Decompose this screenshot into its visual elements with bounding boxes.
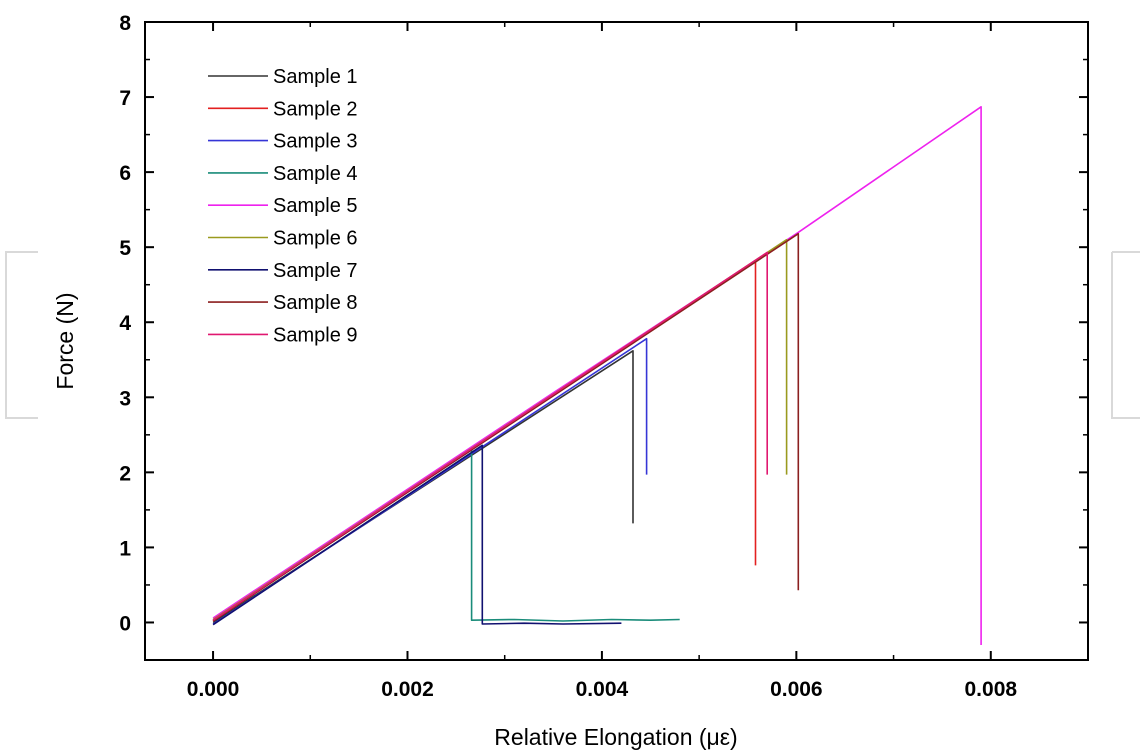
legend-label-sample-1: Sample 1 xyxy=(273,66,358,88)
y-tick-label: 0 xyxy=(119,612,131,635)
series-line-sample-9 xyxy=(212,251,769,621)
legend-label-sample-6: Sample 6 xyxy=(273,228,358,250)
y-tick-label: 5 xyxy=(119,237,131,260)
legend-label-sample-8: Sample 8 xyxy=(273,292,358,314)
y-tick-label: 3 xyxy=(119,387,131,410)
legend: Sample 1 Sample 2 Sample 3 Sample 4 Sample 5… xyxy=(208,66,358,346)
y-tick-label: 2 xyxy=(119,462,131,485)
y-axis-title: Force (N) xyxy=(52,292,78,389)
y-tick-label: 8 xyxy=(119,12,131,35)
legend-label-sample-2: Sample 2 xyxy=(273,98,358,120)
series-line-sample-4 xyxy=(212,448,680,622)
y-axis: 0 1 2 3 4 5 6 7 8 xyxy=(119,12,1088,661)
decor-left-bracket xyxy=(5,251,38,419)
x-tick-label: 0.004 xyxy=(576,678,629,701)
plot-frame xyxy=(144,21,1089,661)
series-layer xyxy=(212,106,982,645)
y-tick-label: 7 xyxy=(119,87,131,110)
series-line-sample-8 xyxy=(212,232,800,622)
x-axis-title: Relative Elongation (με) xyxy=(494,724,737,750)
legend-label-sample-5: Sample 5 xyxy=(273,195,358,217)
y-tick-label: 6 xyxy=(119,162,131,185)
legend-label-sample-4: Sample 4 xyxy=(273,163,358,185)
legend-label-sample-3: Sample 3 xyxy=(273,131,358,153)
x-tick-label: 0.006 xyxy=(770,678,823,701)
decor-right-bracket xyxy=(1111,251,1140,419)
legend-label-sample-7: Sample 7 xyxy=(273,260,358,282)
x-tick-label: 0.000 xyxy=(187,678,240,701)
series-line-sample-7 xyxy=(212,444,622,626)
y-tick-label: 4 xyxy=(119,312,131,335)
x-axis: 0.000 0.002 0.004 0.006 0.008 xyxy=(187,22,1089,701)
legend-label-sample-9: Sample 9 xyxy=(273,324,358,346)
y-tick-label: 1 xyxy=(119,537,131,560)
x-tick-label: 0.002 xyxy=(381,678,434,701)
x-tick-label: 0.008 xyxy=(965,678,1018,701)
series-line-sample-5 xyxy=(212,106,982,645)
